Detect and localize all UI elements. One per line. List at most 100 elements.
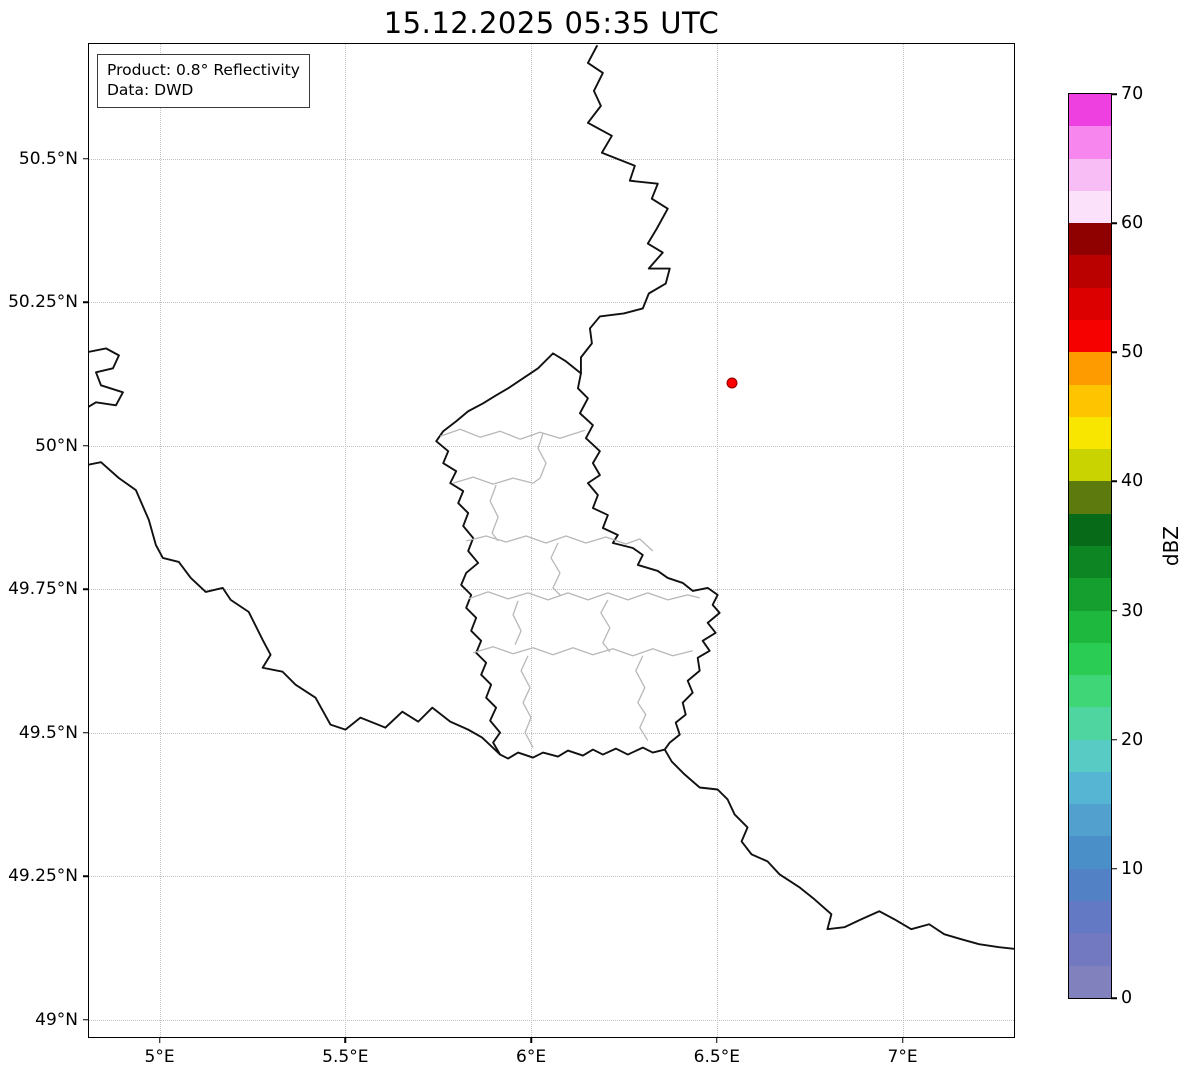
- colorbar-axis-label: dBZ: [1159, 525, 1183, 567]
- colorbar-segment: [1069, 287, 1111, 320]
- colorbar: 0 10 20 30 40 50 60 70: [1068, 84, 1143, 1008]
- colorbar-segment: [1069, 642, 1111, 676]
- y-gridline: [89, 1019, 1014, 1021]
- y-tick-mark: [83, 301, 89, 304]
- colorbar-tick-label: 40: [1121, 471, 1144, 492]
- y-gridline: [89, 445, 1014, 447]
- figure-title: 15.12.2025 05:35 UTC: [383, 6, 720, 40]
- y-tick-label: 50.25°N: [8, 292, 78, 313]
- colorbar-segment: [1069, 771, 1111, 805]
- x-tick-mark: [901, 1037, 904, 1043]
- colorbar-segment: [1069, 158, 1111, 191]
- colorbar-segment: [1069, 545, 1111, 579]
- colorbar-segment: [1069, 739, 1111, 772]
- colorbar-segment: [1069, 255, 1111, 288]
- colorbar-segment: [1069, 933, 1111, 966]
- colorbar-tick-mark: [1111, 93, 1117, 95]
- x-tick-mark: [344, 1037, 347, 1043]
- colorbar-segment: [1069, 578, 1111, 611]
- colorbar-segment: [1069, 384, 1111, 417]
- x-tick-mark: [158, 1037, 161, 1043]
- x-tick-label: 5°E: [144, 1047, 175, 1067]
- radar-location-marker: [726, 377, 738, 389]
- map-plot-area: Product: 0.8° Reflectivity Data: DWD 5°E…: [8, 43, 1015, 1067]
- colorbar-segment: [1069, 319, 1111, 353]
- y-gridline: [89, 589, 1014, 591]
- y-tick-mark: [83, 732, 89, 734]
- district-borders: [440, 428, 700, 748]
- y-tick-label: 50°N: [35, 435, 78, 456]
- colorbar-segment: [1069, 804, 1111, 837]
- country-border-france-belgium: [89, 461, 502, 756]
- y-tick-mark: [83, 158, 89, 160]
- colorbar-segment: [1069, 449, 1111, 482]
- country-border-france-germany: [663, 748, 1014, 950]
- country-border-france-belgium-fragment: [89, 347, 124, 408]
- colorbar-segment: [1069, 675, 1111, 708]
- y-tick-mark: [83, 445, 89, 447]
- x-gridline: [345, 44, 347, 1037]
- colorbar-label-wrap: dBZ: [1156, 93, 1186, 999]
- x-gridline: [716, 44, 718, 1037]
- y-tick-mark: [83, 1019, 89, 1021]
- colorbar-segment: [1069, 481, 1111, 514]
- y-tick-label: 49.25°N: [8, 866, 78, 887]
- y-gridline: [89, 876, 1014, 878]
- info-box: Product: 0.8° Reflectivity Data: DWD: [97, 54, 310, 108]
- y-tick-label: 49°N: [35, 1009, 78, 1030]
- colorbar-tick-label: 10: [1121, 858, 1144, 879]
- x-gridline: [531, 44, 533, 1037]
- y-gridline: [89, 302, 1014, 304]
- map-borders: [89, 45, 1014, 950]
- colorbar-segment: [1069, 94, 1111, 127]
- colorbar-gradient: [1069, 94, 1111, 998]
- colorbar-tick-label: 0: [1121, 988, 1133, 1008]
- x-tick-mark: [716, 1037, 718, 1043]
- colorbar-segment: [1069, 513, 1111, 546]
- x-tick-label: 5.5°E: [322, 1047, 369, 1067]
- colorbar-tick-label: 70: [1121, 84, 1144, 104]
- colorbar-tick-label: 60: [1121, 213, 1144, 234]
- x-gridline: [902, 44, 904, 1037]
- colorbar-segment: [1069, 126, 1111, 159]
- y-gridline: [89, 732, 1014, 734]
- map-canvas: [89, 44, 1014, 1037]
- colorbar-tick-label: 20: [1121, 729, 1144, 750]
- colorbar-segment: [1069, 836, 1111, 869]
- grid-layer: [89, 44, 1014, 1037]
- colorbar-segment: [1069, 868, 1111, 902]
- colorbar-tick-mark: [1111, 868, 1117, 870]
- colorbar-tick-label: 50: [1121, 342, 1144, 363]
- info-data-source-line: Data: DWD: [107, 81, 194, 100]
- y-gridline: [89, 158, 1014, 160]
- x-tick-label: 6.5°E: [693, 1047, 740, 1067]
- x-tick-label: 7°E: [887, 1047, 918, 1067]
- colorbar-segment: [1069, 901, 1111, 934]
- y-tick-label: 50.5°N: [18, 148, 78, 169]
- colorbar-segment: [1069, 707, 1111, 740]
- info-product-line: Product: 0.8° Reflectivity: [107, 61, 300, 79]
- colorbar-segment: [1069, 352, 1111, 385]
- country-border-luxembourg: [435, 352, 721, 760]
- colorbar-tick-mark: [1111, 997, 1117, 999]
- y-tick-label: 49.5°N: [18, 722, 78, 743]
- colorbar-tick-mark: [1111, 351, 1117, 354]
- x-tick-label: 6°E: [516, 1047, 547, 1067]
- colorbar-tick-label: 30: [1121, 600, 1144, 621]
- x-tick-mark: [530, 1037, 532, 1043]
- colorbar-tick-mark: [1111, 738, 1117, 741]
- y-tick-label: 49.75°N: [8, 579, 78, 600]
- x-gridline: [159, 44, 161, 1037]
- colorbar-segment: [1069, 190, 1111, 224]
- country-border-germany-belgium: [579, 45, 671, 375]
- colorbar-tick-mark: [1111, 609, 1117, 612]
- y-tick-mark: [83, 875, 89, 878]
- colorbar-segment: [1069, 223, 1111, 256]
- colorbar-segment: [1069, 610, 1111, 643]
- y-tick-mark: [83, 588, 89, 591]
- colorbar-tick-mark: [1111, 480, 1117, 483]
- colorbar-segment: [1069, 965, 1111, 998]
- colorbar-segment: [1069, 416, 1111, 450]
- colorbar-tick-mark: [1111, 222, 1117, 224]
